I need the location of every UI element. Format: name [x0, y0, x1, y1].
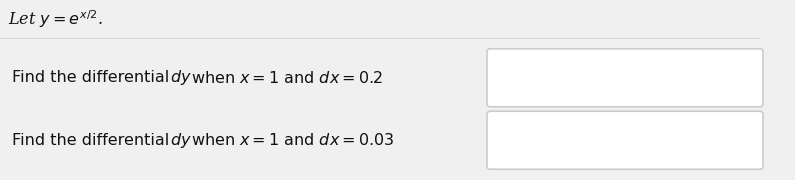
Bar	[760, 38, 795, 180]
Text: Find the differential: Find the differential	[12, 133, 174, 148]
FancyBboxPatch shape	[487, 49, 763, 107]
Text: Find the differential: Find the differential	[12, 70, 174, 85]
FancyBboxPatch shape	[487, 111, 763, 169]
Text: $dy$: $dy$	[170, 68, 192, 87]
Text: when $x = 1$ and $dx = 0.2$: when $x = 1$ and $dx = 0.2$	[186, 70, 383, 86]
Text: Let $y = e^{x/2}$.: Let $y = e^{x/2}$.	[8, 8, 103, 30]
Text: $dy$: $dy$	[170, 131, 192, 150]
Text: when $x = 1$ and $dx = 0.03$: when $x = 1$ and $dx = 0.03$	[186, 132, 394, 148]
